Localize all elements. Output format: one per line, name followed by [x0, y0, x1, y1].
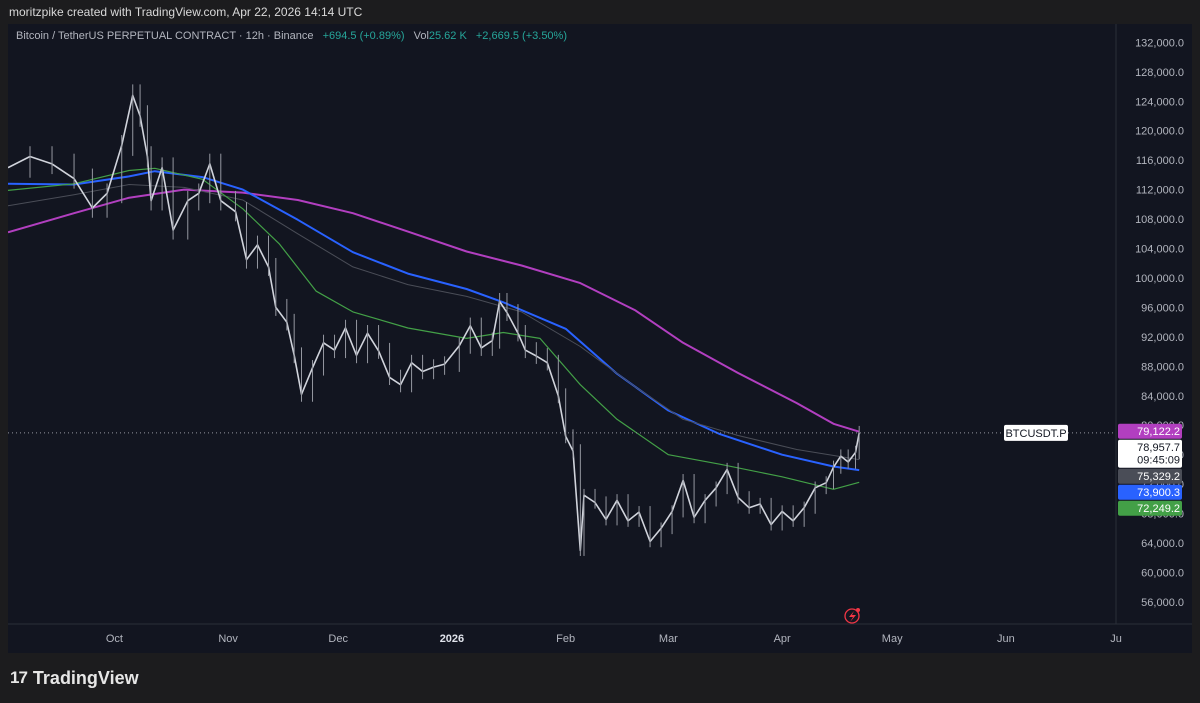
- y-tick-label: 64,000.0: [1141, 538, 1184, 550]
- x-tick-label: Jun: [997, 633, 1015, 645]
- price-label-box-3: [1118, 468, 1182, 484]
- price-label-text-3: 75,329.2: [1137, 471, 1180, 483]
- y-tick-label: 100,000.0: [1135, 273, 1184, 285]
- moving-average-line-4: [8, 167, 860, 490]
- legend-volume-value: 25.62 K: [428, 30, 467, 42]
- chart-legend: Bitcoin / TetherUS PERPETUAL CONTRACT · …: [16, 30, 567, 42]
- moving-average-line-2: [8, 170, 860, 472]
- x-tick-label: Mar: [659, 633, 678, 645]
- y-tick-label: 120,000.0: [1135, 126, 1184, 138]
- price-label-box-5: [1118, 500, 1182, 516]
- lightning-icon-ring: [844, 608, 860, 624]
- price-label-text-5: 72,249.2: [1137, 503, 1180, 515]
- symbol-tag-box: [1004, 424, 1068, 441]
- x-tick-label: 2026: [440, 633, 464, 645]
- x-tick-label: Ju: [1110, 633, 1122, 645]
- price-label-text-1: 79,122.2: [1137, 426, 1180, 438]
- legend-change: +694.5 (+0.89%): [322, 30, 405, 42]
- legend-volume-label: Vol: [413, 30, 429, 42]
- price-chart[interactable]: 56,000.060,000.064,000.068,000.072,000.0…: [8, 24, 1192, 653]
- y-tick-label: 124,000.0: [1135, 96, 1184, 108]
- y-tick-label: 92,000.0: [1141, 332, 1184, 344]
- y-tick-label: 116,000.0: [1136, 155, 1184, 167]
- y-tick-label: 112,000.0: [1136, 185, 1184, 197]
- price-label-countdown: 09:45:09: [1137, 455, 1180, 467]
- price-label-box-4: [1118, 484, 1182, 500]
- tradingview-logo[interactable]: 17 TradingView: [10, 667, 139, 689]
- lightning-icon-dot: [856, 608, 860, 612]
- y-tick-label: 128,000.0: [1135, 67, 1184, 79]
- y-tick-label: 60,000.0: [1141, 567, 1184, 579]
- x-tick-label: Feb: [556, 633, 575, 645]
- y-tick-label: 88,000.0: [1141, 361, 1184, 373]
- chart-area[interactable]: 56,000.060,000.064,000.068,000.072,000.0…: [8, 24, 1192, 653]
- y-tick-label: 108,000.0: [1135, 214, 1184, 226]
- price-label-box-2: [1118, 439, 1182, 468]
- price-label-text-2: 78,957.7: [1137, 442, 1180, 454]
- moving-average-line-3: [8, 184, 860, 461]
- x-tick-label: May: [882, 633, 903, 645]
- moving-average-line-1: [8, 188, 860, 433]
- price-label-box-1: [1118, 423, 1182, 439]
- attribution-text: moritzpike created with TradingView.com,…: [9, 5, 363, 19]
- lightning-icon-bolt: [849, 611, 856, 622]
- legend-symbol[interactable]: Bitcoin / TetherUS PERPETUAL CONTRACT · …: [16, 30, 314, 42]
- price-label-text-4: 73,900.3: [1137, 487, 1180, 499]
- legend-change-pct: +2,669.5 (+3.50%): [475, 30, 567, 42]
- y-tick-label: 96,000.0: [1141, 302, 1184, 314]
- symbol-tag-label: BTCUSDT.P: [1005, 428, 1066, 440]
- x-tick-label: Dec: [328, 633, 348, 645]
- price-line: [8, 94, 860, 552]
- x-tick-label: Apr: [774, 633, 791, 645]
- y-tick-label: 104,000.0: [1135, 244, 1184, 256]
- x-tick-label: Nov: [218, 633, 238, 645]
- y-tick-label: 84,000.0: [1141, 391, 1184, 403]
- lightning-icon: [844, 608, 860, 624]
- tradingview-wordmark: TradingView: [32, 667, 139, 688]
- tradingview-logo-icon: 17: [10, 668, 28, 687]
- y-tick-label: 132,000.0: [1135, 37, 1184, 49]
- x-tick-label: Oct: [106, 633, 123, 645]
- y-tick-label: 56,000.0: [1141, 597, 1184, 609]
